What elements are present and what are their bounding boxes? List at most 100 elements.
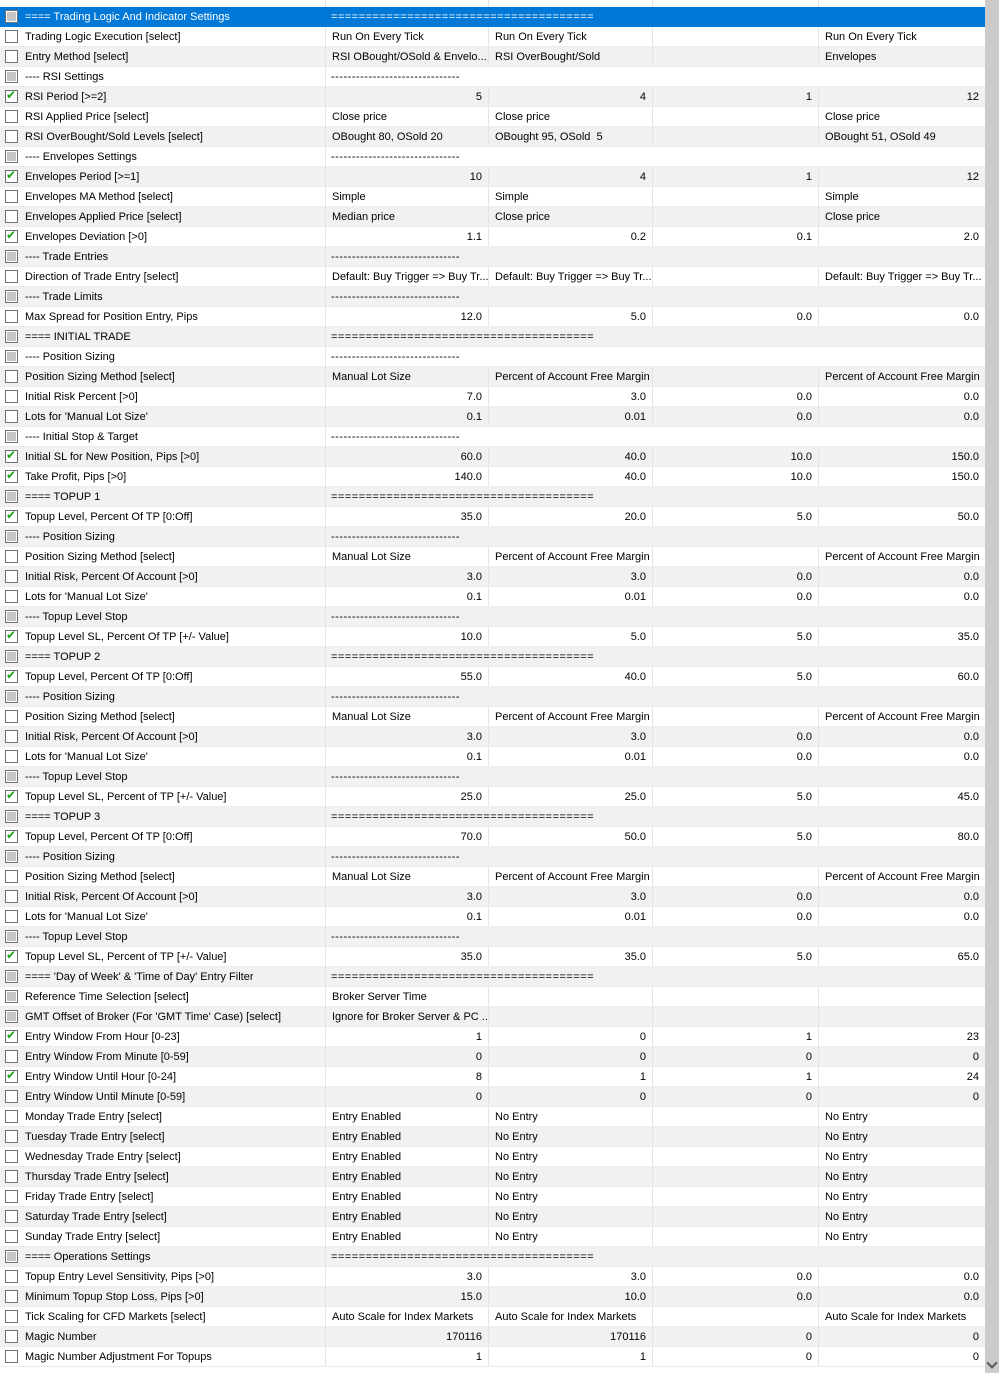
stop-cell[interactable]: 0 <box>818 1327 985 1346</box>
value-cell[interactable]: 55.0 <box>325 667 488 686</box>
value-cell[interactable]: 12.0 <box>325 307 488 326</box>
value-cell[interactable]: 70.0 <box>325 827 488 846</box>
optimize-checkbox[interactable] <box>5 50 18 63</box>
optimize-checkbox[interactable] <box>5 130 18 143</box>
step-cell[interactable] <box>652 27 818 46</box>
section-row[interactable]: ==== 'Day of Week' & 'Time of Day' Entry… <box>0 967 985 987</box>
table-row[interactable]: Topup Level, Percent Of TP [0:Off] 70.050… <box>0 827 985 847</box>
table-row[interactable]: Position Sizing Method [select] Manual Lo… <box>0 367 985 387</box>
step-cell[interactable] <box>652 207 818 226</box>
table-row[interactable]: Envelopes Deviation [>0] 1.10.20.12.0 <box>0 227 985 247</box>
start-cell[interactable]: RSI OverBought/Sold <box>488 47 652 66</box>
table-row[interactable]: Entry Window Until Minute [0-59] 0 0 0 0 <box>0 1087 985 1107</box>
table-row[interactable]: Lots for 'Manual Lot Size' 0.1 0.01 0.0 0.0 <box>0 407 985 427</box>
optimize-checkbox-checked[interactable] <box>5 509 18 523</box>
step-cell[interactable]: 1 <box>652 1027 818 1046</box>
stop-cell[interactable]: Auto Scale for Index Markets <box>818 1307 985 1326</box>
table-row[interactable]: Tuesday Trade Entry [select] Entry Enable… <box>0 1127 985 1147</box>
section-row[interactable]: ---- Position Sizing --------------------… <box>0 687 985 707</box>
step-cell[interactable] <box>652 1127 818 1146</box>
table-row[interactable]: Magic Number Adjustment For Topups 1 1 0 0 <box>0 1347 985 1367</box>
step-cell[interactable] <box>652 1187 818 1206</box>
section-row[interactable]: ---- Topup Level Stop -------------------… <box>0 927 985 947</box>
start-cell[interactable]: 0.01 <box>488 907 652 926</box>
value-cell[interactable]: 35.0 <box>325 507 488 526</box>
stop-cell[interactable]: No Entry <box>818 1127 985 1146</box>
table-row[interactable]: Direction of Trade Entry [select] Default… <box>0 267 985 287</box>
optimize-checkbox[interactable] <box>5 390 18 403</box>
stop-cell[interactable]: No Entry <box>818 1147 985 1166</box>
table-row[interactable]: Wednesday Trade Entry [select] Entry Enab… <box>0 1147 985 1167</box>
step-cell[interactable] <box>652 367 818 386</box>
section-row[interactable]: ---- Initial Stop & Target --------------… <box>0 427 985 447</box>
table-row[interactable]: Topup Level, Percent Of TP [0:Off] 55.040… <box>0 667 985 687</box>
section-row[interactable]: ---- Topup Level Stop -------------------… <box>0 767 985 787</box>
step-cell[interactable]: 0 <box>652 1347 818 1366</box>
section-row[interactable]: ==== Trading Logic And Indicator Setting… <box>0 7 985 27</box>
optimize-checkbox-checked[interactable] <box>5 949 18 963</box>
table-row[interactable]: Sunday Trade Entry [select] Entry Enabled… <box>0 1227 985 1247</box>
step-cell[interactable] <box>652 127 818 146</box>
stop-cell[interactable]: Close price <box>818 207 985 226</box>
table-row[interactable]: Entry Method [select] RSI OBought/OSold &… <box>0 47 985 67</box>
value-cell[interactable]: RSI OBought/OSold & Envelo... <box>325 47 488 66</box>
optimize-checkbox[interactable] <box>5 550 18 563</box>
value-cell[interactable]: Auto Scale for Index Markets <box>325 1307 488 1326</box>
optimize-checkbox[interactable] <box>5 730 18 743</box>
optimize-checkbox-checked[interactable] <box>5 669 18 683</box>
step-cell[interactable]: 0 <box>652 1047 818 1066</box>
value-cell[interactable]: 60.0 <box>325 447 488 466</box>
step-cell[interactable]: 0.0 <box>652 407 818 426</box>
start-cell[interactable]: Run On Every Tick <box>488 27 652 46</box>
value-cell[interactable]: 3.0 <box>325 1267 488 1286</box>
stop-cell[interactable]: 23 <box>818 1027 985 1046</box>
optimize-checkbox[interactable] <box>5 570 18 583</box>
value-cell[interactable]: 0.1 <box>325 407 488 426</box>
optimize-checkbox-checked[interactable] <box>5 789 18 803</box>
start-cell[interactable]: 40.0 <box>488 447 652 466</box>
optimize-checkbox[interactable] <box>5 1290 18 1303</box>
stop-cell[interactable]: Percent of Account Free Margin <box>818 707 985 726</box>
vertical-scrollbar[interactable] <box>985 0 999 1373</box>
start-cell[interactable]: 1 <box>488 1067 652 1086</box>
stop-cell[interactable]: No Entry <box>818 1207 985 1226</box>
optimize-checkbox-checked[interactable] <box>5 629 18 643</box>
step-cell[interactable] <box>652 1307 818 1326</box>
table-row[interactable]: Minimum Topup Stop Loss, Pips [>0] 15.0 10… <box>0 1287 985 1307</box>
optimize-checkbox[interactable] <box>5 1330 18 1343</box>
stop-cell[interactable]: No Entry <box>818 1227 985 1246</box>
optimize-checkbox[interactable] <box>5 1130 18 1143</box>
section-row[interactable]: ---- Trade Limits -----------------------… <box>0 287 985 307</box>
start-cell[interactable]: 50.0 <box>488 827 652 846</box>
stop-cell[interactable]: 12 <box>818 87 985 106</box>
value-cell[interactable]: Entry Enabled <box>325 1107 488 1126</box>
step-cell[interactable] <box>652 547 818 566</box>
step-cell[interactable]: 0.0 <box>652 1287 818 1306</box>
table-row[interactable]: Envelopes MA Method [select] Simple Simple… <box>0 187 985 207</box>
optimize-checkbox-checked[interactable] <box>5 449 18 463</box>
value-cell[interactable]: 170116 <box>325 1327 488 1346</box>
table-row[interactable]: Max Spread for Position Entry, Pips 12.0 5… <box>0 307 985 327</box>
optimize-checkbox[interactable] <box>5 110 18 123</box>
value-cell[interactable]: 35.0 <box>325 947 488 966</box>
table-row[interactable]: Lots for 'Manual Lot Size' 0.1 0.01 0.0 0.0 <box>0 747 985 767</box>
optimize-checkbox-checked[interactable] <box>5 469 18 483</box>
start-cell[interactable]: Percent of Account Free Margin <box>488 707 652 726</box>
stop-cell[interactable]: Envelopes <box>818 47 985 66</box>
section-row[interactable]: ---- Position Sizing --------------------… <box>0 347 985 367</box>
stop-cell[interactable]: 12 <box>818 167 985 186</box>
stop-cell[interactable]: No Entry <box>818 1107 985 1126</box>
start-cell[interactable]: 3.0 <box>488 727 652 746</box>
stop-cell[interactable]: 60.0 <box>818 667 985 686</box>
stop-cell[interactable]: Percent of Account Free Margin <box>818 547 985 566</box>
step-cell[interactable]: 0.0 <box>652 727 818 746</box>
value-cell[interactable]: Entry Enabled <box>325 1127 488 1146</box>
section-row[interactable]: ---- Topup Level Stop -------------------… <box>0 607 985 627</box>
optimize-checkbox[interactable] <box>5 410 18 423</box>
value-cell[interactable]: Manual Lot Size <box>325 707 488 726</box>
section-row[interactable]: ==== TOPUP 3 ============================… <box>0 807 985 827</box>
step-cell[interactable]: 5.0 <box>652 507 818 526</box>
step-cell[interactable]: 5.0 <box>652 627 818 646</box>
